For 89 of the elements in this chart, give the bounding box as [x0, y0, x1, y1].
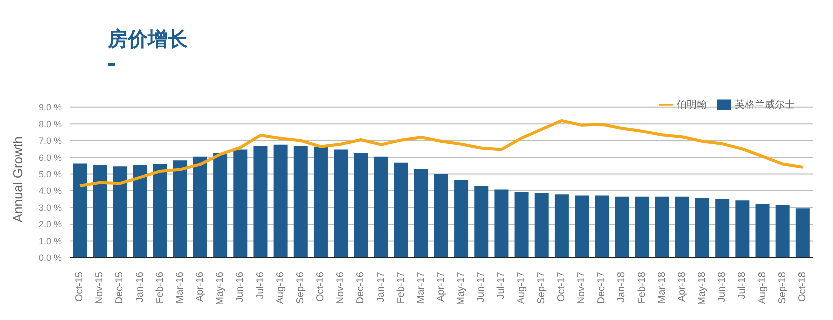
line-series: [78, 119, 804, 188]
x-tick-label: Feb-16: [154, 272, 166, 304]
x-tick-label: Jan-17: [376, 272, 387, 303]
x-tick-label: Jun-17: [476, 272, 488, 303]
x-tick-label: Sep-18: [777, 272, 788, 304]
y-axis-title: Annual Growth: [10, 136, 26, 223]
y-tick-label: 2.0 %: [38, 220, 62, 230]
bar: [534, 193, 549, 258]
x-tick-label: Apr-17: [436, 272, 447, 302]
bar: [434, 174, 448, 258]
bar: [73, 164, 87, 258]
x-tick-label: Oct-16: [316, 272, 327, 302]
bar: [595, 196, 610, 258]
x-tick-label: May-18: [697, 272, 708, 306]
x-tick-label: Mar-18: [656, 272, 668, 304]
bar: [716, 199, 730, 258]
y-tick-label: 1.0 %: [38, 236, 62, 246]
bar: [374, 156, 388, 258]
chart-title: 房价增长: [108, 28, 188, 53]
bar: [113, 166, 128, 258]
y-tick-label: 3.0 %: [38, 202, 62, 213]
x-tick-label: Aug-16: [275, 272, 286, 304]
y-tick-label: 7.0 %: [38, 136, 62, 146]
y-tick-label: 5.0 %: [38, 170, 62, 180]
x-tick-label: Apr-18: [676, 272, 688, 302]
bar: [153, 164, 168, 258]
bar: [615, 196, 630, 258]
x-tick-label: Jun-18: [717, 272, 728, 303]
x-tick-label: May-17: [456, 272, 468, 306]
bar: [696, 198, 710, 258]
y-tick-label: 9.0 %: [38, 102, 62, 113]
x-tick-label: Jan-18: [616, 272, 628, 303]
y-tick-label: 6.0 %: [38, 152, 62, 163]
x-tick-label: Oct-18: [797, 272, 808, 302]
bar: [354, 153, 368, 258]
bar: [334, 150, 348, 258]
x-tick-label: Dec-17: [596, 272, 608, 304]
y-tick-label: 0.0 %: [38, 253, 62, 264]
x-tick-label: Aug-18: [757, 272, 768, 304]
bar: [736, 200, 750, 258]
bar: [756, 204, 770, 258]
x-tick-label: Mar-16: [174, 272, 186, 304]
bar: [234, 150, 248, 258]
bar: [214, 153, 228, 258]
bar: [173, 160, 188, 258]
x-tick-label: Nov-15: [94, 272, 106, 304]
bar: [133, 165, 148, 258]
x-tick-label: Sep-16: [295, 272, 306, 304]
bar: [474, 186, 489, 258]
x-tick-label: Apr-16: [195, 272, 206, 302]
x-tick-label: Jun-16: [235, 272, 246, 303]
x-tick-label: Aug-17: [516, 272, 528, 304]
x-tick-label: Dec-15: [114, 272, 126, 304]
legend-label: 伯明翰: [677, 100, 707, 111]
bar: [514, 192, 529, 258]
bar: [314, 146, 328, 258]
bar: [193, 156, 208, 258]
y-tick-label: 4.0 %: [38, 186, 62, 196]
legend-label: 英格兰威尔士: [735, 100, 795, 111]
bar: [254, 146, 268, 258]
bar: [655, 196, 670, 258]
x-tick-label: Sep-17: [536, 272, 548, 304]
x-tick-label: Nov-17: [576, 272, 588, 304]
x-tick-label: Jul-16: [255, 272, 266, 300]
x-tick-label: Oct-17: [556, 272, 568, 302]
bar: [414, 169, 428, 258]
x-tick-label: May-16: [215, 272, 226, 306]
bar: [776, 205, 790, 258]
bar: [494, 190, 509, 258]
bar: [93, 165, 108, 258]
bar: [796, 208, 810, 258]
x-tick-label: Nov-16: [336, 272, 347, 304]
bar: [294, 146, 308, 258]
x-tick-label: Jan-16: [134, 272, 146, 303]
x-tick-label: Oct-15: [74, 272, 86, 302]
bar: [635, 196, 650, 258]
y-tick-label: 8.0 %: [38, 119, 62, 130]
bar: [675, 196, 690, 258]
x-tick-label: Feb-18: [636, 272, 648, 304]
bar: [454, 180, 469, 258]
x-tick-label: Mar-17: [416, 272, 427, 304]
bar: [394, 162, 408, 258]
bar: [575, 196, 590, 258]
x-tick-label: Jul-17: [496, 272, 508, 300]
bar: [274, 144, 288, 258]
bar: [554, 194, 569, 258]
x-tick-label: Feb-17: [396, 272, 407, 304]
x-tick-label: Jul-18: [737, 272, 748, 300]
x-tick-label: Dec-16: [356, 272, 367, 304]
